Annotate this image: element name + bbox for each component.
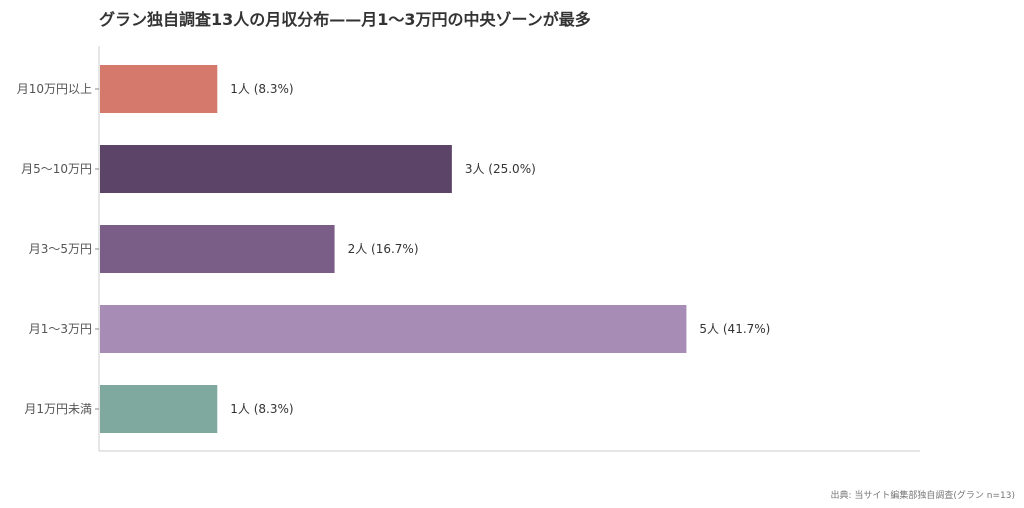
y-tick-label: 月1万円未満: [24, 402, 92, 416]
bar: [100, 65, 218, 113]
chart-title: グラン独自調査13人の月収分布——月1〜3万円の中央ゾーンが最多: [99, 10, 591, 29]
y-tick-label: 月10万円以上: [17, 82, 92, 96]
data-label: 1人 (8.3%): [230, 402, 293, 416]
bar: [100, 145, 452, 193]
bar: [100, 385, 218, 433]
y-tick-label: 月3〜5万円: [29, 242, 92, 256]
source-note: 出典: 当サイト編集部独自調査(グラン n=13): [830, 491, 1015, 501]
bar: [100, 225, 335, 273]
data-label: 1人 (8.3%): [230, 82, 293, 96]
bar: [100, 305, 687, 353]
y-tick-label: 月1〜3万円: [29, 322, 92, 336]
data-label: 5人 (41.7%): [699, 322, 770, 336]
y-tick-label: 月5〜10万円: [21, 162, 92, 176]
data-label: 3人 (25.0%): [465, 162, 536, 176]
data-label: 2人 (16.7%): [348, 242, 419, 256]
